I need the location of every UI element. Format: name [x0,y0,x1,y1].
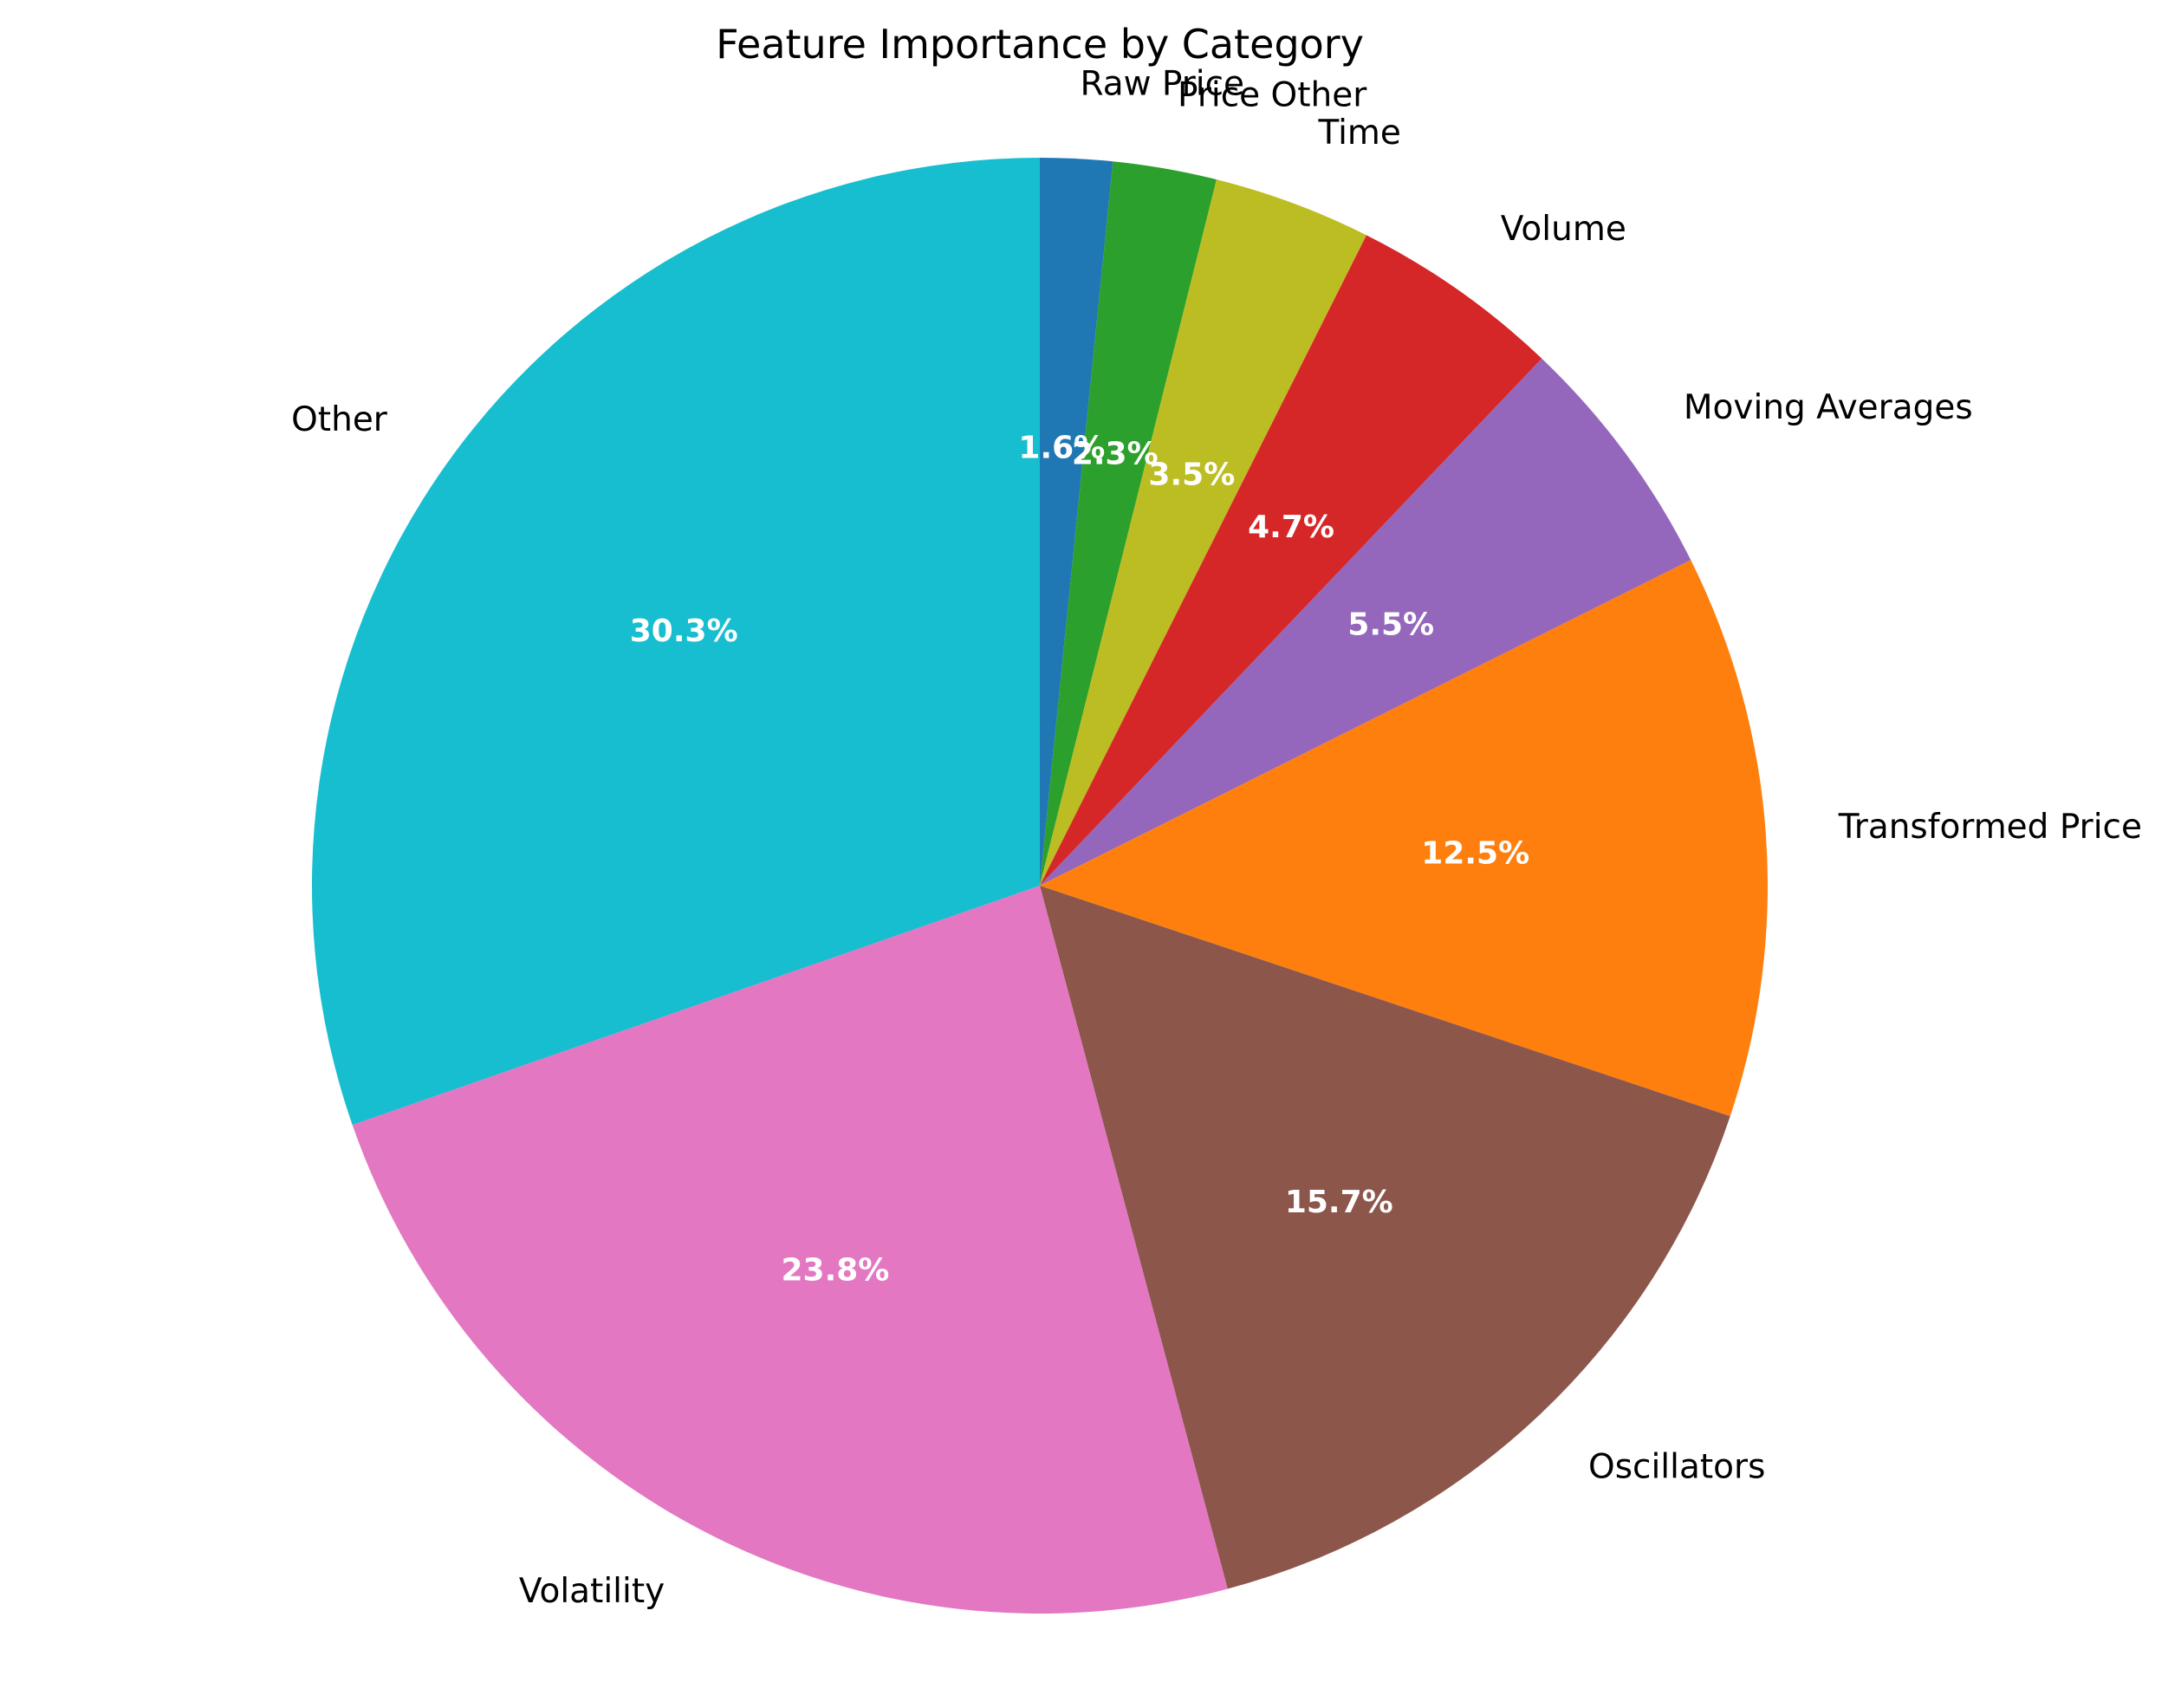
pie-slice-volume [1040,235,1542,886]
pie-slice-volatility [352,886,1228,1614]
pie-slice-transformed-price [1040,560,1769,1117]
slice-label-moving-averages: Moving Averages [1684,388,1973,427]
pie-slice-moving-averages [1040,358,1691,886]
pie-slice-price-other [1040,161,1217,886]
slice-pct-oscillators: 15.7% [1285,1185,1393,1220]
pie-slice-other [312,158,1041,1126]
slice-label-time: Time [1317,114,1400,153]
slice-label-volume: Volume [1501,210,1626,249]
slice-label-oscillators: Oscillators [1588,1448,1765,1487]
slices-layer [312,158,1769,1614]
pie-slice-oscillators [1040,886,1730,1589]
slice-label-price-other: Price Other [1178,75,1367,114]
slice-pct-volatility: 23.8% [781,1252,889,1288]
chart-title: Feature Importance by Category [716,21,1364,68]
pie-slice-raw-price [1040,158,1113,886]
slice-pct-other: 30.3% [630,614,738,649]
slice-label-other: Other [291,400,388,439]
slice-label-transformed-price: Transformed Price [1838,808,2142,847]
slice-pct-raw-price: 1.6% [1018,431,1105,466]
slice-label-volatility: Volatility [519,1572,665,1611]
slice-pct-transformed-price: 12.5% [1421,835,1529,871]
slice-pct-time: 3.5% [1148,457,1235,492]
pie-slice-time [1040,179,1366,886]
slice-pct-volume: 4.7% [1248,510,1334,545]
slice-label-raw-price: Raw Price [1080,65,1244,104]
labels-layer: Raw Price 1.6% Price Other 2.3% Time 3.5% Volu… [291,65,2142,1611]
slice-pct-moving-averages: 5.5% [1347,607,1434,642]
slice-pct-price-other: 2.3% [1072,437,1159,472]
